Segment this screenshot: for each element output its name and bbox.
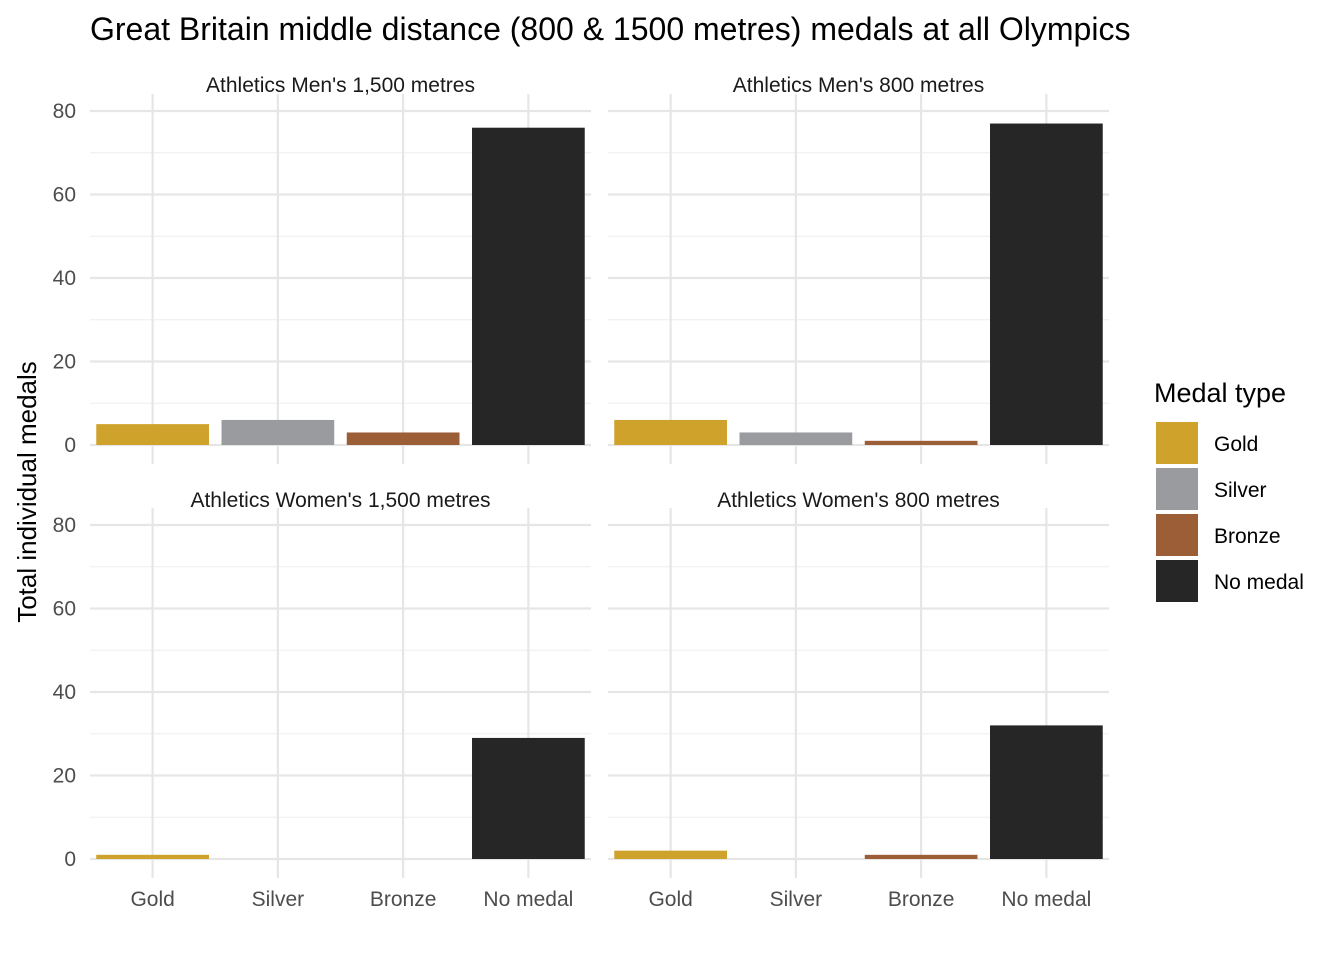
bar-bronze [864,854,978,859]
legend-label: Bronze [1214,525,1281,548]
y-axis-label: Total individual medals [12,361,42,623]
y-tick-label: 80 [53,514,76,537]
y-tick-label: 20 [53,765,76,788]
legend: Medal type Gold Silver Bronze No medal [1154,378,1304,602]
y-tick-label: 0 [64,848,76,871]
y-tick-label: 80 [53,100,76,123]
facet-strip-label: Athletics Men's 800 metres [733,74,984,97]
facet-panel: Athletics Women's 800 metres Gold Silver Br… [608,489,1109,911]
x-tick-label: Silver [252,888,305,911]
facet-strip-label: Athletics Women's 800 metres [717,489,1000,512]
facet-strip-label: Athletics Women's 1,500 metres [190,489,490,512]
legend-title: Medal type [1154,378,1286,408]
y-tick-label: 60 [53,598,76,621]
chart-title: Great Britain middle distance (800 & 150… [90,11,1130,47]
bar-gold [614,850,727,859]
bar-gold [96,854,209,859]
legend-label: Gold [1214,433,1258,456]
x-tick-label: Gold [130,888,174,911]
bar-gold [614,419,727,445]
y-tick-label: 40 [53,267,76,290]
facet-panel: Athletics Men's 1,500 metres 0 20 40 60 80 [53,74,591,464]
legend-label: No medal [1214,571,1304,594]
y-tick-label: 20 [53,351,76,374]
legend-key-silver [1156,468,1198,510]
bar-silver [739,432,853,445]
bar-no-medal [990,123,1103,446]
y-tick-label: 0 [64,434,76,457]
y-tick-label: 60 [53,184,76,207]
bar-gold [96,424,209,445]
bar-bronze [346,432,460,445]
legend-key-no-medal [1156,560,1198,602]
bar-no-medal [472,737,585,859]
legend-key-gold [1156,422,1198,464]
legend-label: Silver [1214,479,1267,502]
facet-panel: Athletics Men's 800 metres [608,74,1109,464]
y-tick-label: 40 [53,681,76,704]
x-tick-label: Bronze [370,888,437,911]
facet-strip-label: Athletics Men's 1,500 metres [206,74,475,97]
x-tick-label: Bronze [888,888,955,911]
x-tick-label: Gold [648,888,692,911]
legend-key-bronze [1156,514,1198,556]
x-tick-label: No medal [1001,888,1091,911]
x-tick-label: Silver [770,888,823,911]
bar-bronze [864,440,978,445]
x-tick-label: No medal [483,888,573,911]
facet-panel: Athletics Women's 1,500 metres 0 20 40 60 80 G… [53,489,591,911]
bar-no-medal [472,127,585,445]
facet-panels: Athletics Men's 1,500 metres020406080Ath… [53,74,1109,911]
bar-silver [221,419,335,445]
bar-no-medal [990,725,1103,859]
